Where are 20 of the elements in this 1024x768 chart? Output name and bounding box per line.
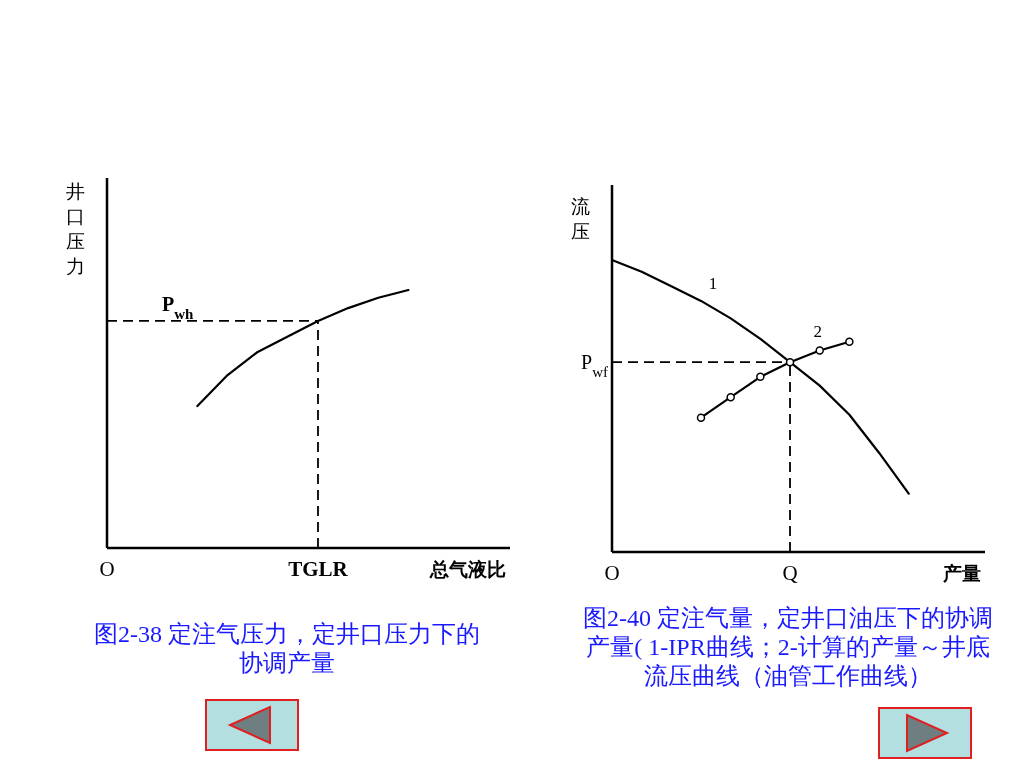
y-axis-title: 流压 bbox=[570, 196, 590, 242]
x-tick-label: O bbox=[604, 561, 620, 585]
x-tick-label: O bbox=[99, 557, 115, 581]
point bbox=[696, 413, 706, 422]
x-tick-label: TGLR bbox=[288, 557, 349, 581]
point bbox=[785, 357, 795, 367]
x-tick-label: Q bbox=[782, 561, 798, 585]
caption: 图2-38 定注气压力，定井口压力下的协调产量 bbox=[93, 620, 481, 678]
x-axis-title: 总气液比 bbox=[429, 559, 506, 580]
x-axis-title: 产量 bbox=[942, 563, 981, 584]
caption: 图2-40 定注气量，定井口油压下的协调产量( 1-IPR曲线；2-计算的产量～井底流压曲线（油管工作曲线） bbox=[583, 604, 993, 691]
point bbox=[726, 392, 735, 402]
series-label: 1 bbox=[708, 273, 718, 293]
ref-line-label: P$_{wh}$ bbox=[162, 292, 195, 322]
point bbox=[845, 337, 854, 347]
point bbox=[815, 346, 824, 355]
y-axis-title: 井口压力 bbox=[65, 181, 85, 277]
point bbox=[756, 372, 765, 382]
series-label: 2 bbox=[813, 321, 822, 341]
ref-line-label: P$_{wf}$ bbox=[581, 351, 608, 381]
